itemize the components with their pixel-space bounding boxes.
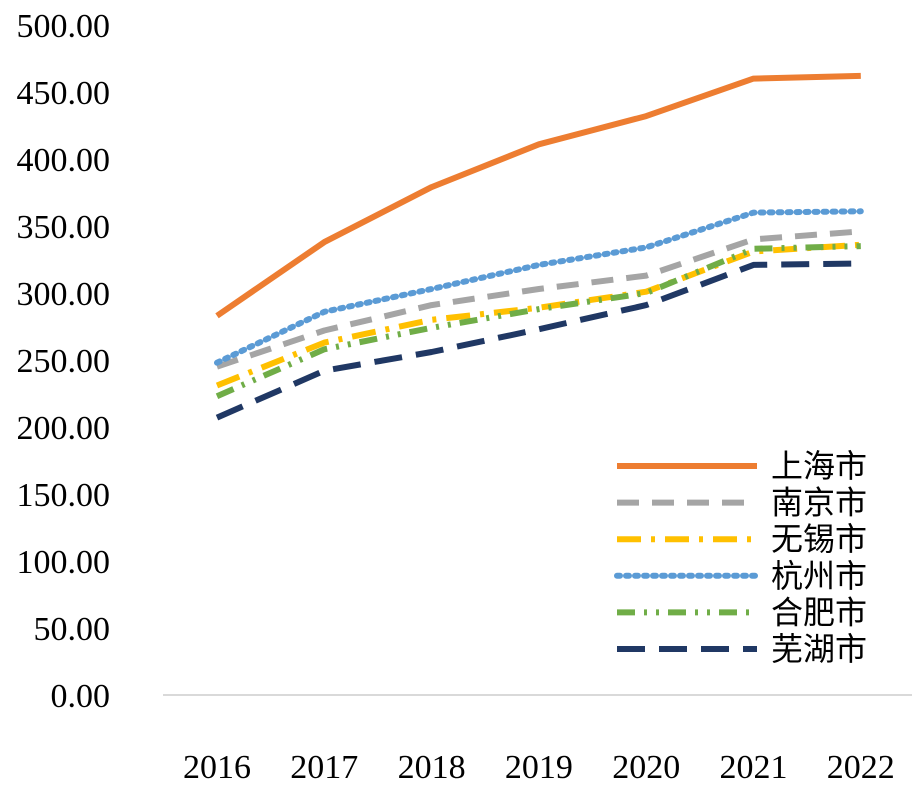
legend-label: 芜湖市	[771, 631, 867, 667]
legend-label: 合肥市	[771, 594, 867, 630]
y-tick-label: 150.00	[17, 477, 111, 514]
y-axis: 0.00 50.00 100.00 150.00 200.00 250.00 300.00 3…	[17, 8, 111, 715]
series-group	[214, 72, 864, 421]
series-line	[215, 243, 861, 399]
x-tick-label: 2017	[290, 749, 358, 786]
x-tick-label: 2016	[183, 749, 251, 786]
x-axis: 2016 2017 2018 2019 2020 2021 2022	[183, 749, 895, 786]
x-tick-label: 2018	[398, 749, 466, 786]
x-tick-label: 2021	[720, 749, 788, 786]
x-tick-label: 2022	[827, 749, 895, 786]
series-line	[214, 208, 864, 366]
x-tick-label: 2020	[612, 749, 680, 786]
y-tick-label: 250.00	[17, 343, 111, 380]
y-tick-label: 50.00	[34, 611, 111, 648]
series-line	[215, 241, 861, 389]
y-tick-label: 300.00	[17, 276, 111, 313]
y-tick-label: 0.00	[51, 678, 111, 715]
series-line	[215, 260, 861, 421]
x-tick-label: 2019	[505, 749, 573, 786]
y-tick-label: 350.00	[17, 209, 111, 246]
series-line	[216, 228, 862, 370]
legend-label: 南京市	[771, 485, 867, 521]
legend-label: 杭州市	[771, 558, 867, 594]
y-tick-label: 400.00	[17, 142, 111, 179]
legend-label: 上海市	[771, 448, 867, 484]
legend-label: 无锡市	[771, 521, 867, 557]
y-tick-label: 450.00	[17, 75, 111, 112]
series-line	[215, 72, 861, 319]
y-tick-label: 200.00	[17, 410, 111, 447]
y-tick-label: 500.00	[17, 8, 111, 45]
y-tick-label: 100.00	[17, 544, 111, 581]
